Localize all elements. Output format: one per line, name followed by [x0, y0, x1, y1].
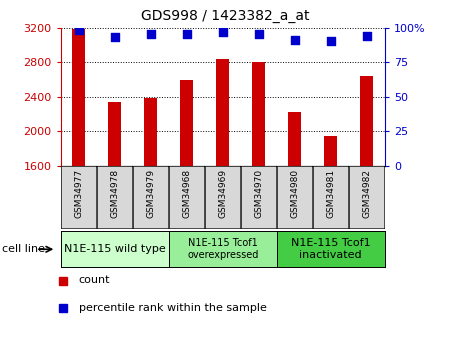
Point	[75, 28, 82, 33]
Text: GSM34969: GSM34969	[218, 169, 227, 218]
Point	[327, 39, 334, 44]
Point	[291, 37, 298, 43]
Text: N1E-115 wild type: N1E-115 wild type	[64, 244, 166, 254]
Point	[183, 32, 190, 37]
Bar	[324, 136, 337, 166]
Bar	[58, 304, 67, 312]
Text: cell line: cell line	[2, 244, 45, 254]
Text: GSM34978: GSM34978	[110, 169, 119, 218]
Text: GDS998 / 1423382_a_at: GDS998 / 1423382_a_at	[141, 9, 309, 23]
Text: percentile rank within the sample: percentile rank within the sample	[79, 303, 266, 313]
Text: GSM34982: GSM34982	[362, 169, 371, 218]
Text: GSM34980: GSM34980	[290, 169, 299, 218]
Point	[147, 32, 154, 37]
Text: GSM34977: GSM34977	[74, 169, 83, 218]
Text: N1E-115 Tcof1
overexpressed: N1E-115 Tcof1 overexpressed	[187, 238, 258, 260]
Bar	[58, 277, 67, 285]
Bar	[108, 102, 121, 166]
Bar	[288, 112, 301, 166]
Text: N1E-115 Tcof1
inactivated: N1E-115 Tcof1 inactivated	[291, 238, 370, 260]
Point	[255, 32, 262, 37]
Text: count: count	[79, 276, 110, 285]
Bar	[252, 62, 265, 166]
Bar	[360, 76, 373, 166]
Point	[219, 29, 226, 34]
Bar	[72, 29, 85, 166]
Text: GSM34968: GSM34968	[182, 169, 191, 218]
Point	[363, 33, 370, 39]
Point	[111, 34, 118, 40]
Bar	[180, 80, 193, 166]
Bar	[144, 98, 157, 166]
Bar	[216, 59, 229, 166]
Text: GSM34979: GSM34979	[146, 169, 155, 218]
Text: GSM34981: GSM34981	[326, 169, 335, 218]
Text: GSM34970: GSM34970	[254, 169, 263, 218]
